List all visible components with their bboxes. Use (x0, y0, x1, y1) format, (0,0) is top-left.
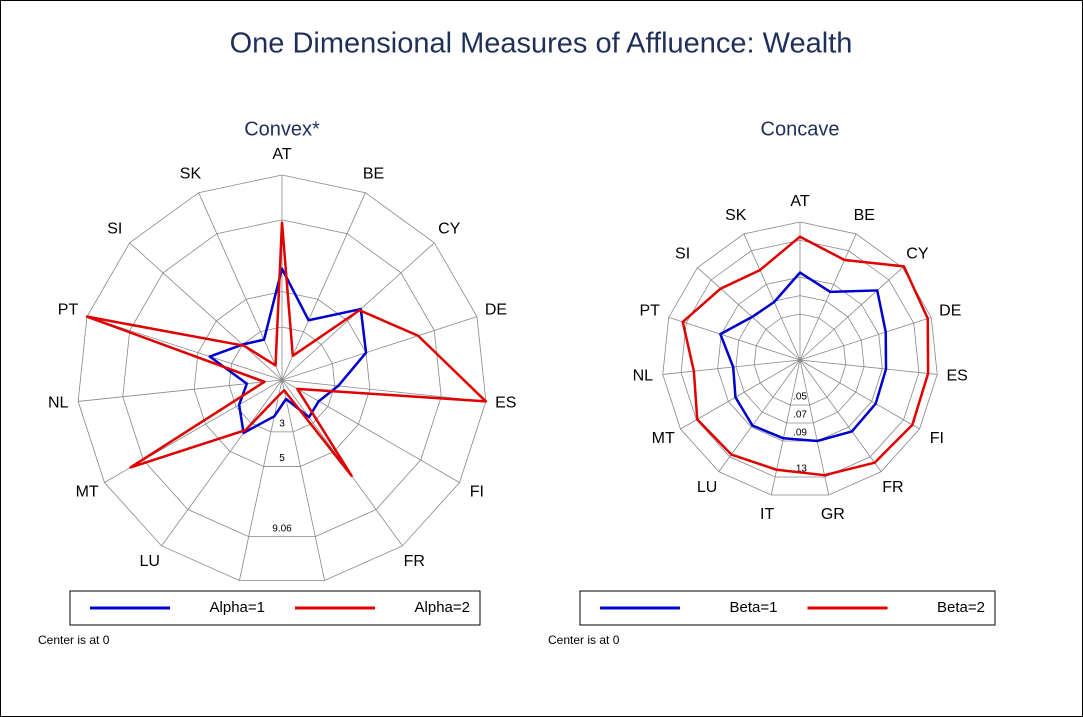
category-label: ES (946, 368, 967, 385)
category-label: LU (140, 553, 160, 570)
spoke (281, 192, 366, 381)
spoke (281, 379, 460, 483)
r-tick-label: 5 (279, 453, 285, 464)
note: Center is at 0 (548, 633, 620, 647)
grid-ring (680, 239, 920, 478)
category-label: BE (363, 166, 384, 183)
category-label: FI (470, 484, 484, 501)
legend-label: Alpha=2 (415, 599, 470, 616)
category-label: ES (495, 395, 516, 412)
legend-label: Beta=1 (730, 599, 778, 616)
spoke (198, 192, 283, 381)
category-label: DE (939, 302, 961, 319)
spoke (799, 359, 882, 472)
spoke (799, 267, 903, 361)
category-label: FR (882, 479, 903, 496)
spoke (668, 316, 801, 361)
grid-ring (122, 219, 442, 538)
r-tick-label: .05 (793, 392, 807, 403)
r-tick-label: 3 (279, 418, 285, 429)
category-label: SI (107, 221, 122, 238)
spoke (799, 233, 857, 361)
chart-title: Convex* (244, 118, 320, 140)
series-line (719, 271, 888, 443)
category-label: FR (404, 553, 425, 570)
spoke (680, 359, 801, 430)
r-tick-label: .13 (793, 464, 807, 475)
grid-ring (753, 313, 847, 406)
category-label: CY (438, 221, 461, 238)
category-label: PT (58, 302, 79, 319)
category-label: NL (633, 368, 654, 385)
spoke (697, 267, 801, 361)
grid-ring (717, 276, 883, 442)
category-label: SK (180, 166, 202, 183)
category-label: MT (76, 484, 99, 501)
spoke (799, 359, 920, 430)
grid-ring (228, 326, 336, 433)
category-label: PT (640, 302, 661, 319)
r-tick-label: .07 (793, 410, 807, 421)
category-label: FI (930, 430, 944, 447)
chart-title: Concave (761, 118, 840, 140)
series-line (681, 235, 930, 477)
spoke (161, 379, 283, 547)
category-label: GR (821, 506, 845, 523)
outer-ring (77, 174, 487, 581)
spoke (718, 359, 801, 472)
spoke (86, 316, 283, 381)
category-label: LU (697, 479, 717, 496)
grid-ring (193, 291, 371, 467)
series-line (208, 267, 368, 435)
category-label: CY (906, 245, 929, 262)
r-tick-label: 9.06 (272, 523, 292, 534)
spoke (281, 379, 486, 402)
spoke (799, 316, 932, 361)
category-label: AT (790, 193, 809, 210)
series-line (85, 221, 488, 478)
legend-label: Alpha=1 (210, 599, 265, 616)
page-title: One Dimensional Measures of Affluence: W… (230, 28, 853, 60)
category-label: AT (272, 146, 291, 163)
category-label: SK (725, 207, 747, 224)
spoke (799, 359, 938, 375)
category-label: NL (48, 395, 69, 412)
spoke (662, 359, 801, 375)
legend-label: Beta=2 (937, 599, 985, 616)
note: Center is at 0 (38, 633, 110, 647)
r-tick-label: .09 (793, 428, 807, 439)
spoke (281, 316, 478, 381)
category-label: SI (675, 245, 690, 262)
category-label: BE (854, 207, 875, 224)
spoke (770, 359, 801, 496)
spoke (281, 379, 326, 581)
spoke (799, 359, 830, 496)
category-label: DE (485, 302, 507, 319)
grid-ring (735, 295, 865, 424)
spoke (743, 233, 801, 361)
category-label: MT (652, 430, 675, 447)
spoke (129, 242, 283, 381)
category-label: IT (760, 506, 774, 523)
